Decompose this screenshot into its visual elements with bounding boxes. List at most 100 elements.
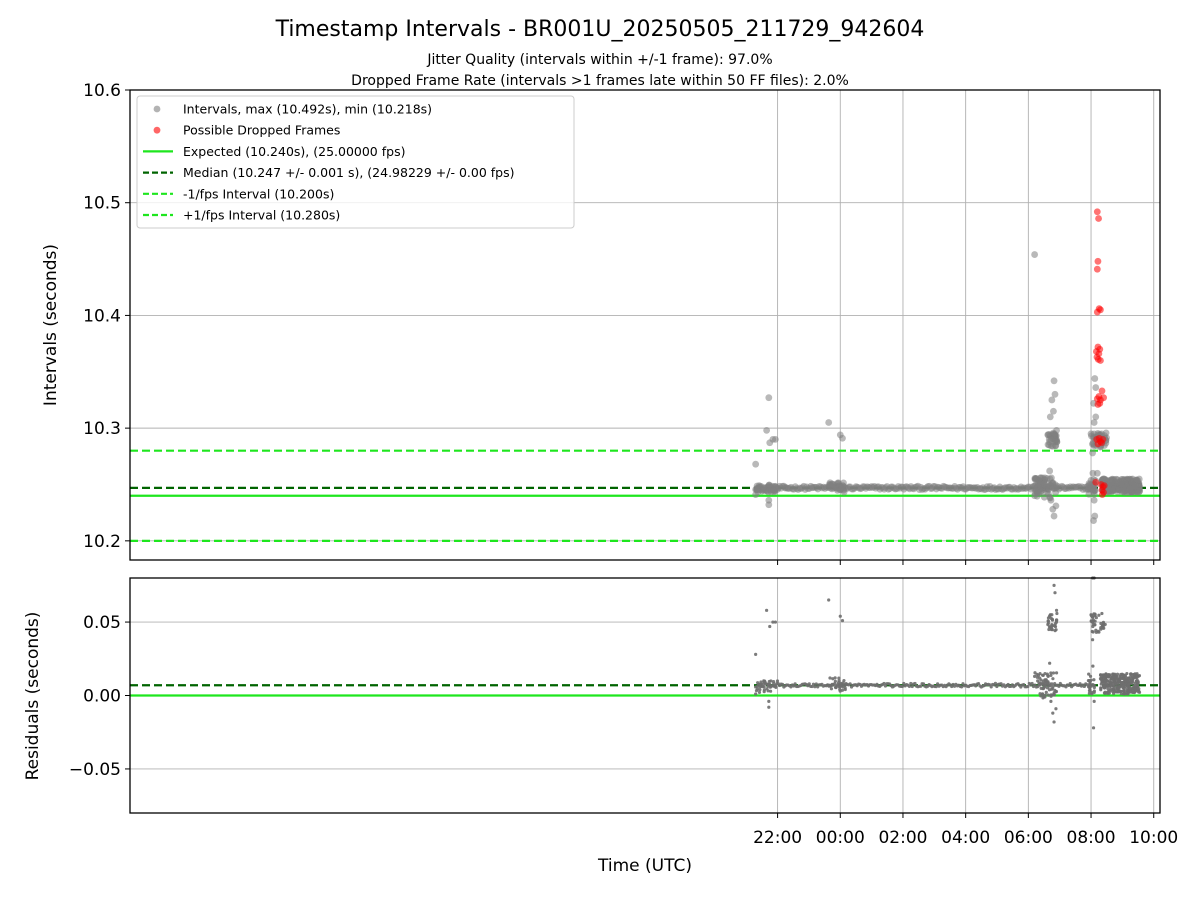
- data-point: [754, 692, 758, 696]
- data-point: [1055, 611, 1059, 616]
- data-point: [1135, 672, 1139, 676]
- data-point: [1049, 627, 1054, 632]
- data-point: [762, 688, 766, 692]
- data-point: [1091, 624, 1095, 629]
- data-point: [1078, 682, 1082, 686]
- x-axis-label: Time (UTC): [597, 856, 692, 876]
- data-point: [754, 652, 758, 656]
- data-point: [771, 436, 779, 443]
- data-point: [1091, 664, 1095, 668]
- data-point: [1054, 608, 1059, 612]
- legend-label: Intervals, max (10.492s), min (10.218s): [183, 102, 432, 117]
- data-point: [1082, 684, 1086, 689]
- data-point: [762, 679, 766, 683]
- legend-box: [136, 95, 575, 229]
- data-point: [1122, 682, 1127, 687]
- data-point: [1045, 680, 1050, 685]
- data-point: [1049, 693, 1053, 697]
- data-point: [1048, 474, 1055, 482]
- data-point: [829, 481, 837, 488]
- data-point: [765, 687, 769, 691]
- data-point: [902, 681, 906, 686]
- data-point: [913, 681, 917, 686]
- data-point: [907, 684, 911, 688]
- data-point: [1046, 413, 1054, 421]
- data-point: [1113, 675, 1118, 679]
- data-point: [763, 426, 771, 434]
- chart-subtitle-dropped: Dropped Frame Rate (intervals >1 frames …: [351, 73, 849, 89]
- data-point: [825, 419, 833, 426]
- data-point: [1100, 678, 1104, 682]
- data-point: [993, 681, 998, 685]
- data-point: [1115, 690, 1119, 694]
- data-point: [1089, 619, 1093, 623]
- legend-items: Intervals, max (10.492s), min (10.218s) P…: [143, 102, 514, 223]
- data-point: [1053, 591, 1057, 595]
- y-tick-label: 0.05: [83, 613, 121, 633]
- data-point: [1050, 377, 1058, 385]
- data-point: [934, 685, 938, 689]
- data-point: [1113, 686, 1117, 690]
- data-point: [752, 491, 760, 499]
- data-point: [1092, 689, 1096, 693]
- data-point: [1106, 687, 1110, 691]
- data-point: [752, 460, 760, 468]
- data-point: [1126, 485, 1134, 493]
- data-point: [838, 687, 842, 692]
- data-point: [1133, 686, 1137, 690]
- data-point: [1053, 437, 1060, 445]
- data-point: [1088, 679, 1092, 684]
- data-point: [772, 682, 776, 686]
- data-point: [1137, 674, 1142, 678]
- residuals-y-ticks: −0.05 0.00 0.05: [69, 613, 130, 780]
- data-point: [1096, 399, 1104, 407]
- data-point: [1087, 691, 1091, 695]
- data-point: [1050, 613, 1054, 617]
- data-point: [1119, 691, 1123, 696]
- data-point: [1100, 482, 1108, 490]
- data-point: [1044, 678, 1048, 682]
- data-point: [1048, 396, 1056, 404]
- data-point: [814, 682, 818, 686]
- data-point: [1092, 478, 1100, 486]
- data-point: [936, 682, 940, 686]
- data-point: [1131, 676, 1135, 680]
- data-point: [1122, 674, 1126, 678]
- data-point: [767, 705, 771, 709]
- data-point: [1093, 308, 1101, 316]
- data-point: [1089, 469, 1097, 477]
- data-point: [1087, 430, 1095, 438]
- data-point: [1040, 673, 1045, 677]
- data-point: [1047, 436, 1055, 443]
- data-point: [768, 685, 772, 689]
- data-point: [1045, 686, 1050, 690]
- data-point: [1036, 481, 1044, 489]
- data-point: [1031, 492, 1039, 500]
- data-point: [1093, 619, 1097, 623]
- intervals-points: [752, 208, 1143, 524]
- data-point: [756, 681, 760, 685]
- data-point: [769, 689, 773, 693]
- data-point: [1100, 394, 1107, 402]
- data-point: [1121, 686, 1125, 690]
- data-point: [1098, 491, 1106, 499]
- x-tick-label: 06:00: [1004, 828, 1053, 848]
- data-point: [1103, 685, 1107, 689]
- data-point: [1049, 671, 1053, 675]
- data-point: [761, 682, 765, 686]
- x-tick-label: 22:00: [753, 828, 802, 848]
- data-point: [1088, 674, 1093, 678]
- data-point: [765, 496, 773, 504]
- data-point: [1098, 387, 1106, 395]
- legend-label: -1/fps Interval (10.200s): [183, 186, 334, 201]
- data-point: [1092, 699, 1096, 703]
- intervals-y-axis-label: Intervals (seconds): [41, 244, 61, 406]
- data-point: [1047, 496, 1055, 504]
- data-point: [1040, 493, 1048, 501]
- data-point: [768, 624, 772, 629]
- data-point: [1125, 671, 1129, 676]
- data-point: [833, 679, 837, 683]
- data-point: [811, 682, 816, 686]
- data-point: [1122, 692, 1126, 696]
- data-point: [1091, 638, 1095, 642]
